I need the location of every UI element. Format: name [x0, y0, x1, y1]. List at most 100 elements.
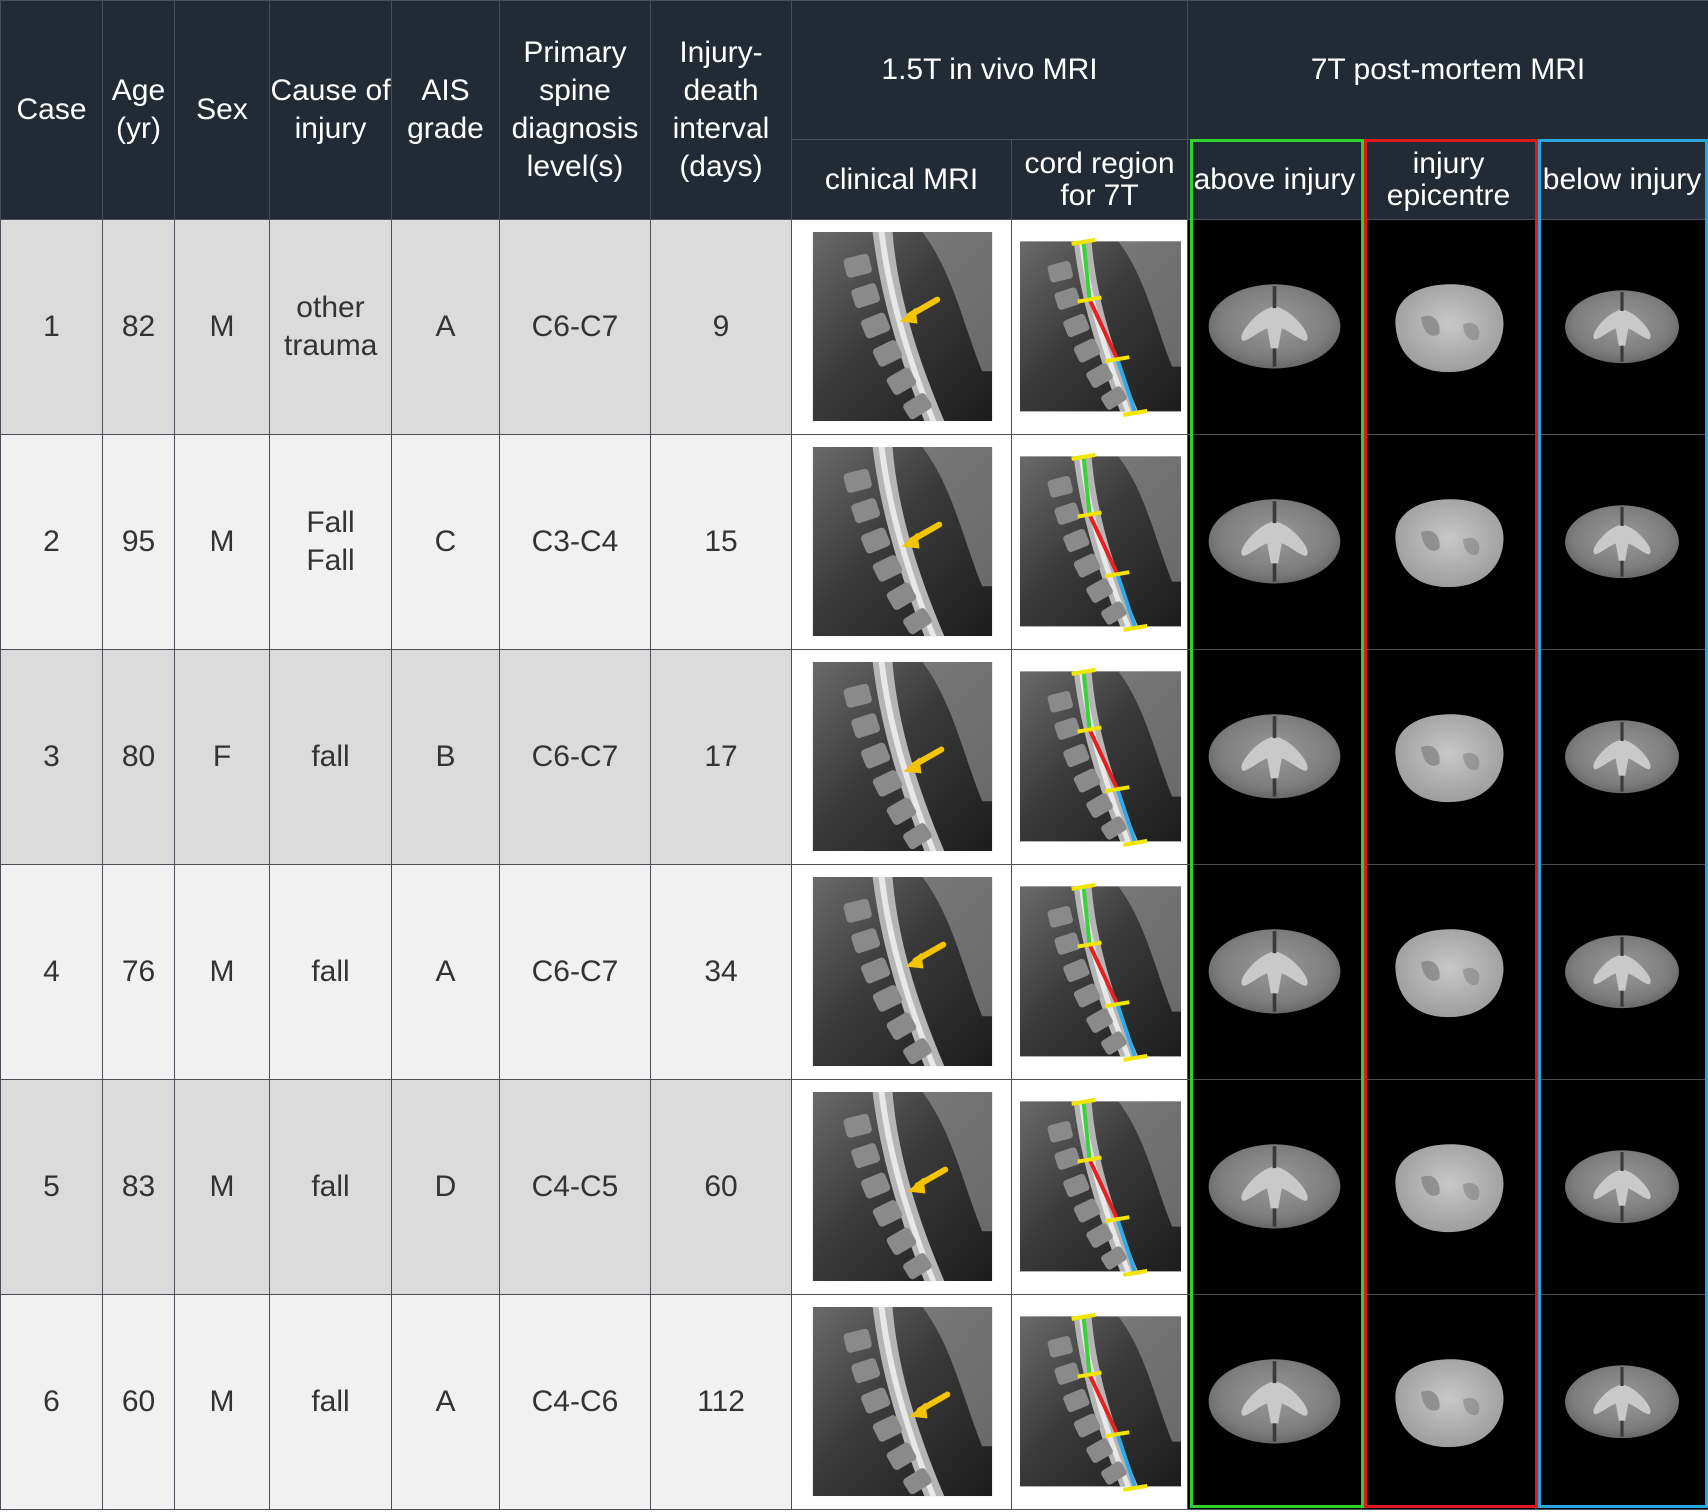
epicentre-slice-svg: [1395, 1359, 1504, 1448]
ais-grade: B: [391, 649, 500, 866]
header-case: Case: [0, 0, 103, 220]
lesion-arrowhead: [901, 532, 920, 549]
epicentre-slice: [1361, 218, 1536, 436]
above-injury-slice: [1187, 1294, 1362, 1511]
header-sex: Sex: [174, 0, 270, 220]
lesion-arrowhead: [909, 1402, 928, 1419]
below-injury-slice-svg: [1565, 935, 1679, 1008]
injury-death-interval: 34: [650, 864, 792, 1081]
boundary-marker: [1105, 1430, 1130, 1439]
spine-level: C6-C7: [499, 218, 651, 436]
epicentre-slice: [1361, 1079, 1536, 1296]
cause-of-injury: other trauma: [269, 218, 392, 436]
epicentre-segment-line: [1087, 943, 1120, 1006]
clinical-mri-image: [791, 864, 1012, 1081]
above-segment-line: [1081, 1101, 1092, 1160]
above-segment-line: [1081, 1316, 1092, 1375]
header-invivo-group: 1.5T in vivo MRI: [791, 0, 1188, 140]
cause-of-injury: fall: [269, 1079, 392, 1296]
below-injury-slice: [1534, 434, 1708, 651]
header-ais: AIS grade: [391, 0, 500, 220]
clinical-mri-image: [791, 218, 1012, 436]
sagittal-mri-svg: [812, 661, 993, 852]
above-injury-slice: [1187, 434, 1362, 651]
sagittal-mri-svg: [812, 876, 993, 1067]
age-value: 76: [102, 864, 175, 1081]
below-injury-slice-svg: [1565, 505, 1679, 578]
clinical-mri-image: [791, 649, 1012, 866]
injury-death-interval: 60: [650, 1079, 792, 1296]
spine-level: C4-C5: [499, 1079, 651, 1296]
age-value: 80: [102, 649, 175, 866]
epicentre-slice-svg: [1395, 1144, 1504, 1233]
cord-region-svg: [1019, 238, 1182, 417]
cause-of-injury: fall: [269, 1294, 392, 1511]
age-value: 82: [102, 218, 175, 436]
epicentre-slice-svg: [1395, 714, 1504, 803]
cause-of-injury: fall: [269, 864, 392, 1081]
below-segment-line: [1115, 788, 1138, 844]
boundary-marker: [1071, 668, 1096, 676]
sex-value: M: [174, 1079, 270, 1296]
above-segment-line: [1081, 671, 1092, 730]
cord-region-image: [1011, 1079, 1188, 1296]
cord-region-svg: [1019, 668, 1182, 847]
header-injury-epicentre: injury epicentre: [1361, 139, 1536, 220]
spine-level: C4-C6: [499, 1294, 651, 1511]
epicentre-slice-svg: [1395, 499, 1504, 588]
below-segment-line: [1115, 573, 1138, 629]
boundary-marker: [1071, 883, 1096, 891]
case-number: 1: [0, 218, 103, 436]
epicentre-segment-line: [1087, 1373, 1120, 1436]
header-interval: Injury-death interval (days): [650, 0, 792, 220]
above-injury-slice-svg: [1208, 284, 1341, 369]
above-injury-slice-svg: [1208, 714, 1341, 799]
cause-of-injury: fall: [269, 649, 392, 866]
cord-region-svg: [1019, 1098, 1182, 1278]
case-number: 3: [0, 649, 103, 866]
sagittal-mri-svg: [812, 231, 993, 422]
epicentre-slice-svg: [1395, 929, 1504, 1018]
age-value: 60: [102, 1294, 175, 1511]
epicentre-segment-line: [1087, 1158, 1120, 1221]
boundary-marker: [1071, 1313, 1096, 1322]
cord-region-svg: [1019, 1313, 1182, 1493]
clinical-mri-image: [791, 1294, 1012, 1511]
sex-value: M: [174, 434, 270, 651]
cord-region-svg: [1019, 453, 1182, 632]
above-segment-line: [1081, 456, 1092, 515]
sagittal-mri-svg: [812, 1092, 993, 1282]
table-row: 2 95 M Fall Fall C C3-C4 15: [0, 434, 1708, 651]
epicentre-slice: [1361, 649, 1536, 866]
injury-death-interval: 17: [650, 649, 792, 866]
below-segment-line: [1115, 1433, 1138, 1489]
boundary-marker: [1077, 510, 1102, 519]
case-number: 4: [0, 864, 103, 1081]
ais-grade: C: [391, 434, 500, 651]
header-cause: Cause of injury: [269, 0, 392, 220]
cord-region-image: [1011, 864, 1188, 1081]
sex-value: M: [174, 218, 270, 436]
injury-death-interval: 112: [650, 1294, 792, 1511]
injury-death-interval: 15: [650, 434, 792, 651]
above-segment-line: [1081, 886, 1092, 945]
header-postmortem-group: 7T post-mortem MRI: [1186, 0, 1708, 140]
header-above-injury: above injury: [1187, 139, 1362, 220]
spine-level: C6-C7: [499, 649, 651, 866]
boundary-marker: [1077, 1370, 1102, 1379]
boundary-marker: [1123, 839, 1148, 847]
above-injury-slice: [1187, 1079, 1362, 1296]
ais-grade: A: [391, 864, 500, 1081]
lesion-arrowhead: [899, 307, 918, 324]
epicentre-segment-line: [1087, 513, 1120, 576]
above-injury-slice-svg: [1208, 499, 1341, 584]
header-cord-region: cord region for 7T: [1011, 139, 1188, 220]
epicentre-slice-svg: [1395, 284, 1504, 373]
case-number: 2: [0, 434, 103, 651]
below-injury-slice: [1534, 864, 1708, 1081]
